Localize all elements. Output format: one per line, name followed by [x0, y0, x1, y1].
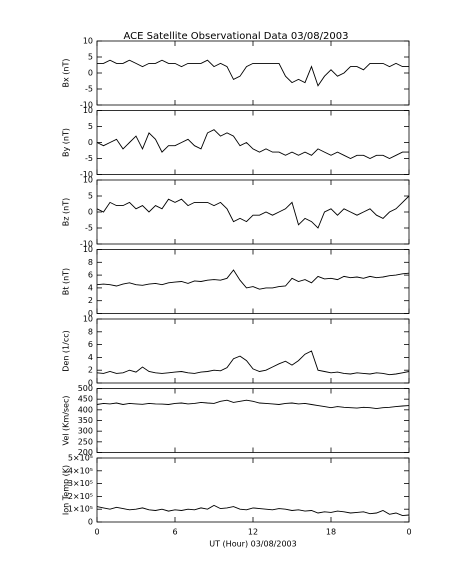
- y-axis-label: Bx (nT): [62, 59, 71, 88]
- y-tick-label: 200: [78, 448, 93, 457]
- y-tick-label: 0: [88, 309, 93, 318]
- y-axis-label: By (nT): [62, 128, 71, 157]
- y-tick-label: 8: [88, 327, 93, 336]
- x-tick-label: 12: [248, 528, 258, 537]
- y-axis-label: Bt (nT): [62, 268, 71, 295]
- y-tick-label: -5: [85, 85, 93, 94]
- data-line: [96, 269, 410, 290]
- y-tick-label: 8: [88, 258, 93, 267]
- data-line: [96, 350, 410, 376]
- y-tick-label: 10: [83, 245, 93, 254]
- data-line: [96, 504, 410, 517]
- y-tick-label: -5: [85, 154, 93, 163]
- y-tick-label: -10: [80, 101, 93, 110]
- y-tick-label: 3×10⁵: [68, 479, 93, 488]
- y-tick-label: 450: [78, 395, 93, 404]
- x-tick-label: 0: [94, 528, 99, 537]
- y-tick-label: 5: [88, 53, 93, 62]
- y-tick-label: 250: [78, 437, 93, 446]
- data-line: [96, 129, 409, 160]
- y-tick-label: 6: [88, 340, 93, 349]
- panel-frame: [96, 110, 410, 175]
- y-tick-label: 0: [88, 379, 93, 388]
- y-tick-label: 6: [88, 271, 93, 280]
- y-tick-label: 10: [83, 315, 93, 324]
- data-line: [96, 399, 410, 410]
- y-tick-label: 10: [83, 37, 93, 46]
- y-tick-label: 0: [88, 518, 93, 527]
- y-tick-label: 400: [78, 405, 93, 414]
- y-tick-label: 1×10⁵: [68, 505, 93, 514]
- y-tick-label: 5: [88, 122, 93, 131]
- x-axis-label: UT (Hour) 03/08/2003: [209, 540, 296, 549]
- x-tick-label: 0: [406, 528, 411, 537]
- y-axis-label: Vel (Km/sec): [62, 395, 71, 445]
- y-tick-label: 300: [78, 427, 93, 436]
- y-tick-label: 0: [88, 69, 93, 78]
- y-tick-label: 5: [88, 192, 93, 201]
- panel-frame: [96, 249, 410, 314]
- y-tick-label: 0: [88, 138, 93, 147]
- panel-frame: [96, 388, 410, 453]
- y-tick-label: 350: [78, 416, 93, 425]
- data-line: [96, 195, 410, 229]
- y-tick-label: 2×10⁵: [68, 492, 93, 501]
- y-axis-label: Den (1/cc): [62, 330, 71, 372]
- panel-frame: [96, 40, 410, 106]
- y-tick-label: 2: [88, 296, 93, 305]
- y-axis-label: Bz (nT): [62, 198, 71, 226]
- y-tick-label: 5×10⁵: [68, 454, 93, 463]
- y-tick-label: 4×10⁵: [68, 466, 93, 475]
- y-tick-label: 0: [88, 208, 93, 217]
- panel-frame: [96, 457, 410, 523]
- y-tick-label: 4: [88, 283, 93, 292]
- figure-title: ACE Satellite Observational Data 03/08/2…: [124, 31, 349, 42]
- x-tick-label: 6: [172, 528, 177, 537]
- data-line: [97, 59, 409, 87]
- panel-frame: [96, 179, 410, 245]
- x-tick-label: 18: [326, 528, 336, 537]
- y-tick-label: -5: [85, 224, 93, 233]
- y-tick-label: -10: [80, 170, 93, 179]
- y-axis-label: Ion Temp (K): [62, 465, 71, 515]
- y-tick-label: 500: [78, 384, 93, 393]
- y-tick-label: 10: [83, 106, 93, 115]
- y-tick-label: 2: [88, 366, 93, 375]
- y-tick-label: 4: [88, 353, 93, 362]
- y-tick-label: -10: [80, 240, 93, 249]
- y-tick-label: 10: [83, 176, 93, 185]
